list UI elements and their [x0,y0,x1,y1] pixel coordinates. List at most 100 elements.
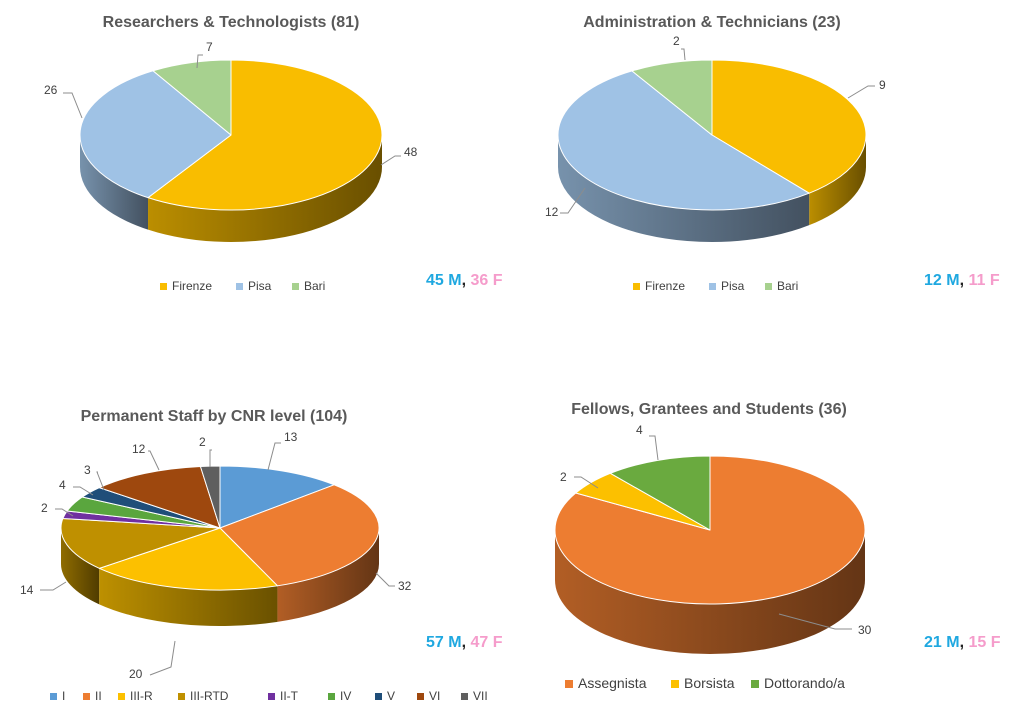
gender-count-researchers: 45 M, 36 F [426,272,503,289]
legend-item-bari: Bari [777,279,798,293]
legend-item-pisa: Pisa [721,279,745,293]
legend-swatch-ii-t [268,693,275,700]
slice-vi [98,465,221,529]
chart-title: Fellows, Grantees and Students (36) [571,401,847,418]
legend-swatch-assegnista [565,680,573,688]
leader-line [267,442,281,471]
legend-item-pisa: Pisa [248,279,272,293]
female-count: 47 F [470,634,503,651]
male-count: 12 M [924,272,960,289]
legend-item-ii-t: II-T [280,689,299,703]
leader-line [560,187,586,214]
pie-chart-permanent-staff-by-cnr-level-104: Permanent Staff by CNR level (104)133220… [20,408,488,703]
legend-swatch-pisa [709,283,716,290]
slice-bari [152,59,232,136]
slice-side-firenze [809,135,866,226]
slice-iii-rtd [60,517,221,569]
gender-count-permanent-staff: 57 M, 47 F [426,634,503,651]
female-count: 11 F [968,272,1000,289]
legend-swatch-iv [328,693,335,700]
legend-swatch-pisa [236,283,243,290]
chart-title: Permanent Staff by CNR level (104) [81,408,348,425]
male-count: 45 M [426,272,462,289]
legend-item-assegnista: Assegnista [578,675,647,691]
data-label-pisa: 26 [44,83,58,97]
legend: I II III-R III-RTD II-T IV V VI VII [50,689,488,703]
data-label-iii-r: 20 [129,667,143,681]
data-label-vii: 2 [199,435,206,449]
legend-item-ii: II [95,689,102,703]
data-label-firenze: 48 [404,145,418,159]
leader-line [649,435,659,461]
data-label-firenze: 9 [879,78,886,92]
gender-count-administration: 12 M, 11 F [924,272,1000,289]
legend-item-bari: Bari [304,279,325,293]
slice-bari [631,59,713,136]
legend-item-v: V [387,689,395,703]
pie-chart-researchers-technologists-81: Researchers & Technologists (81) 48 26 7 Fir… [44,14,418,293]
legend-item-iv: IV [340,689,351,703]
slice-pisa [557,70,810,211]
legend-swatch-bari [292,283,299,290]
legend: Assegnista Borsista Dottorando/a [565,675,845,691]
legend-swatch-vi [417,693,424,700]
data-label-ii: 32 [398,579,412,593]
leader-line [73,486,94,496]
legend-swatch-ii [83,693,90,700]
leader-line [40,581,67,591]
legend-swatch-borsista [671,680,679,688]
leader-line [63,92,83,119]
pie-chart-administration-technicians-23: Administration & Technicians (23) 9 12 2 Fir… [545,14,886,293]
male-count: 21 M [924,634,960,651]
legend: Firenze Pisa Bari [633,279,798,293]
leader-line [55,508,74,517]
slice-firenze [711,59,867,194]
data-label-vi: 12 [132,442,146,456]
data-label-bari: 2 [673,34,680,48]
legend: Firenze Pisa Bari [160,279,325,293]
legend-item-dottorando-a: Dottorando/a [764,675,845,691]
slice-pisa [79,70,232,199]
legend-item-iii-rtd: III-RTD [190,689,229,703]
legend-swatch-iii-rtd [178,693,185,700]
legend-swatch-v [375,693,382,700]
slice-dottorando-a [609,455,711,531]
legend-item-vi: VI [429,689,440,703]
legend-swatch-bari [765,283,772,290]
data-label-iii-rtd: 14 [20,583,34,597]
data-label-v: 3 [84,463,91,477]
leader-line [375,572,395,587]
leader-line [96,471,105,491]
slice-side-assegnista [555,530,865,654]
data-label-assegnista: 30 [858,623,872,637]
male-count: 57 M [426,634,462,651]
leader-line [196,54,203,69]
leader-line [681,48,686,61]
leader-line [380,155,401,166]
data-label-iv: 4 [59,478,66,492]
legend-item-vii: VII [473,689,488,703]
data-label-i: 13 [284,430,298,444]
gender-count-fellows: 21 M, 15 F [924,634,1001,651]
legend-swatch-iii-r [118,693,125,700]
leader-line [778,613,852,630]
slice-side-ii [277,528,379,622]
legend-item-iii-r: III-R [130,689,153,703]
legend-swatch-vii [461,693,468,700]
slice-assegnista [554,455,866,605]
chart-title: Researchers & Technologists (81) [103,14,360,31]
legend-item-i: I [62,689,65,703]
pie-chart-fellows-grantees-and-students-36: Fellows, Grantees and Students (36) 30 2 4 A… [554,401,872,691]
leader-line [148,450,160,471]
data-label-pisa: 12 [545,205,559,219]
slice-ii [219,484,380,587]
leader-line [574,476,599,489]
chart-title: Administration & Technicians (23) [583,14,841,31]
legend-item-borsista: Borsista [684,675,735,691]
data-label-borsista: 2 [560,470,567,484]
slice-side-iii-rtd [61,528,100,605]
slice-iii-r [98,527,278,591]
data-label-ii-t: 2 [41,501,48,515]
slice-i [219,465,335,529]
